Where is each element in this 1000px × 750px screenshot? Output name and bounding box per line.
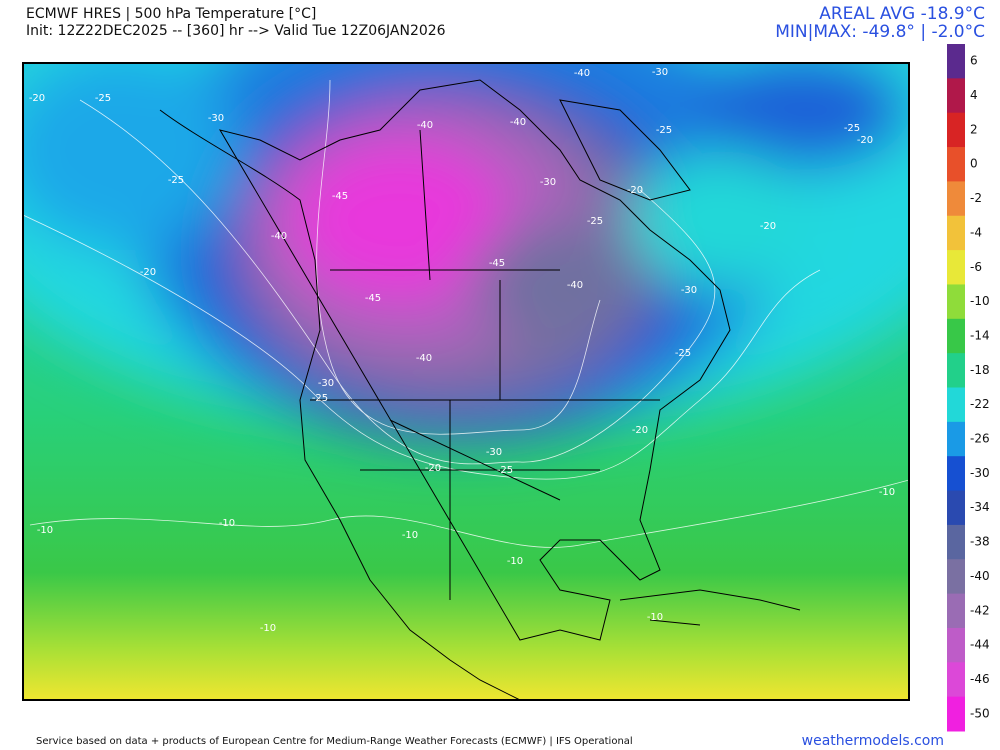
title: ECMWF HRES | 500 hPa Temperature [°C] bbox=[26, 6, 316, 22]
site-name: weathermodels.com bbox=[802, 733, 944, 749]
areal-average: AREAL AVG -18.9°C bbox=[819, 4, 985, 24]
contour-label: -30 bbox=[208, 113, 224, 124]
contour-label: -45 bbox=[332, 191, 348, 202]
colorbar-label: -44 bbox=[970, 638, 990, 652]
colorbar-segment bbox=[947, 696, 965, 732]
contour-label: -25 bbox=[587, 216, 603, 227]
colorbar-segment bbox=[947, 215, 965, 251]
colorbar-segment bbox=[947, 421, 965, 457]
contour-label: -30 bbox=[318, 378, 334, 389]
min-max: MIN|MAX: -49.8° | -2.0°C bbox=[775, 22, 985, 42]
contour-label: -10 bbox=[402, 530, 418, 541]
contour-label: -40 bbox=[567, 280, 583, 291]
colorbar-segment bbox=[947, 181, 965, 217]
colorbar-label: -30 bbox=[970, 466, 990, 480]
colorbar-segment bbox=[947, 593, 965, 629]
contour-label: -25 bbox=[168, 175, 184, 186]
colorbar-label: -18 bbox=[970, 363, 990, 377]
contour-label: -20 bbox=[632, 425, 648, 436]
contour-label: -20 bbox=[627, 185, 643, 196]
colorbar-label: -50 bbox=[970, 706, 990, 720]
credit: Service based on data + products of Euro… bbox=[36, 736, 633, 747]
colorbar-label: -10 bbox=[970, 294, 990, 308]
colorbar-label: -6 bbox=[970, 260, 982, 274]
colorbar-segment bbox=[947, 490, 965, 526]
colorbar-segment bbox=[947, 627, 965, 663]
contour-label: -30 bbox=[486, 447, 502, 458]
colorbar-label: -40 bbox=[970, 569, 990, 583]
contour-label: -30 bbox=[540, 177, 556, 188]
colorbar-segment bbox=[947, 318, 965, 354]
colorbar-segment bbox=[947, 524, 965, 560]
contour-label: -20 bbox=[140, 267, 156, 278]
contour-label: -20 bbox=[857, 135, 873, 146]
colorbar-segment bbox=[947, 559, 965, 595]
colorbar-segment bbox=[947, 387, 965, 423]
contour-label: -45 bbox=[489, 258, 505, 269]
contour-label: -20 bbox=[760, 221, 776, 232]
colorbar-label: 0 bbox=[970, 157, 978, 171]
colorbar-segment bbox=[947, 456, 965, 492]
colorbar-label: -46 bbox=[970, 672, 990, 686]
colorbar-label: 6 bbox=[970, 54, 978, 68]
colorbar-segment bbox=[947, 662, 965, 698]
colorbar-label: 2 bbox=[970, 122, 978, 136]
colorbar-label: -34 bbox=[970, 500, 990, 514]
subtitle: Init: 12Z22DEC2025 -- [360] hr --> Valid… bbox=[26, 23, 446, 39]
colorbar-label: -14 bbox=[970, 328, 990, 342]
contour-label: -30 bbox=[652, 67, 668, 78]
contour-label: -25 bbox=[675, 348, 691, 359]
colorbar-label: -22 bbox=[970, 397, 990, 411]
contour-label: -25 bbox=[656, 125, 672, 136]
colorbar-segment bbox=[947, 250, 965, 285]
contour-label: -10 bbox=[37, 525, 53, 536]
colorbar-segment bbox=[947, 147, 965, 182]
colorbar-label: 4 bbox=[970, 88, 978, 102]
contour-label: -25 bbox=[844, 123, 860, 134]
contour-label: -20 bbox=[425, 463, 441, 474]
contour-label: -40 bbox=[574, 68, 590, 79]
colorbar-segment bbox=[947, 353, 965, 388]
contour-label: -25 bbox=[312, 393, 328, 404]
colorbar-label: -2 bbox=[970, 191, 982, 205]
colorbar-label: -4 bbox=[970, 225, 982, 239]
colorbar-segment bbox=[947, 78, 965, 114]
contour-label: -30 bbox=[681, 285, 697, 296]
contour-label: -40 bbox=[417, 120, 433, 131]
colorbar-segment bbox=[947, 44, 965, 79]
contour-label: -10 bbox=[219, 518, 235, 529]
contour-label: -20 bbox=[29, 93, 45, 104]
contour-label: -25 bbox=[95, 93, 111, 104]
contour-label: -40 bbox=[416, 353, 432, 364]
map-field bbox=[23, 63, 909, 700]
contour-label: -10 bbox=[647, 612, 663, 623]
contour-label: -10 bbox=[879, 487, 895, 498]
colorbar-label: -38 bbox=[970, 535, 990, 549]
contour-label: -25 bbox=[497, 465, 513, 476]
colorbar-segment bbox=[947, 112, 965, 148]
contour-label: -45 bbox=[365, 293, 381, 304]
contour-label: -10 bbox=[260, 623, 276, 634]
contour-label: -10 bbox=[507, 556, 523, 567]
colorbar-segment bbox=[947, 284, 965, 320]
map-frame bbox=[22, 62, 910, 701]
contour-label: -40 bbox=[510, 117, 526, 128]
colorbar-label: -26 bbox=[970, 432, 990, 446]
contour-label: -40 bbox=[271, 231, 287, 242]
colorbar-label: -42 bbox=[970, 603, 990, 617]
